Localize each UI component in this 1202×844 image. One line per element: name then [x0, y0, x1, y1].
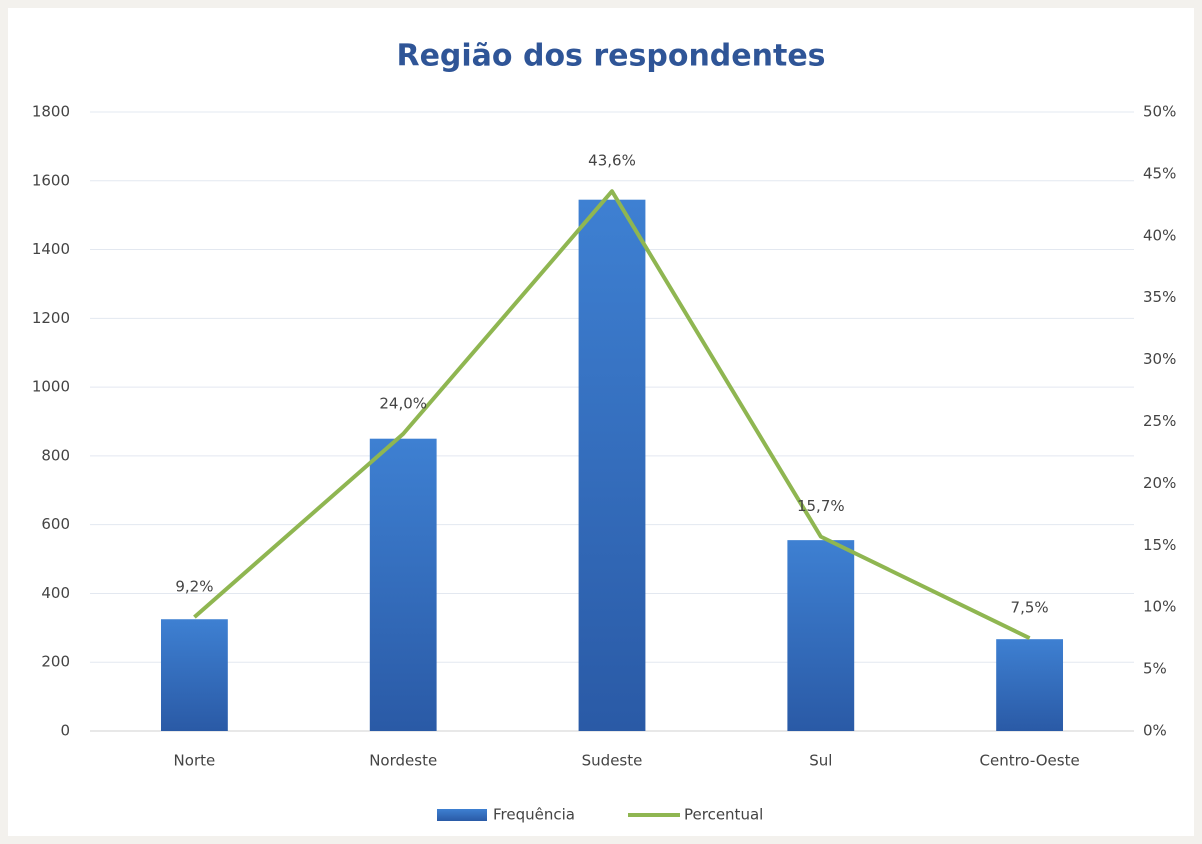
y-tick-label: 600: [41, 515, 70, 533]
y2-tick-label: 50%: [1143, 103, 1176, 121]
x-tick-label: Sul: [809, 752, 832, 770]
legend-label: Frequência: [493, 806, 575, 824]
y-tick-label: 1800: [32, 103, 70, 121]
y2-tick-label: 35%: [1143, 288, 1176, 306]
y2-tick-label: 20%: [1143, 474, 1176, 492]
data-label: 24,0%: [379, 394, 427, 412]
y-tick-label: 1200: [32, 309, 70, 327]
x-tick-label: Centro-Oeste: [980, 752, 1080, 770]
y2-tick-label: 0%: [1143, 722, 1167, 740]
data-label: 15,7%: [797, 497, 845, 515]
y-tick-label: 0: [60, 722, 70, 740]
data-label: 43,6%: [588, 152, 636, 170]
y2-tick-label: 40%: [1143, 226, 1176, 244]
x-tick-label: Sudeste: [582, 752, 643, 770]
chart-title: Região dos respondentes: [396, 39, 825, 74]
y-tick-label: 200: [41, 653, 70, 671]
data-label: 9,2%: [175, 578, 213, 596]
y-tick-label: 800: [41, 446, 70, 464]
bar: [369, 438, 437, 731]
y2-tick-label: 30%: [1143, 350, 1176, 368]
bar: [578, 199, 646, 732]
bar: [996, 639, 1064, 731]
y-tick-label: 1000: [32, 378, 70, 396]
y-tick-label: 1400: [32, 240, 70, 258]
legend-label: Percentual: [684, 806, 763, 824]
bar: [160, 619, 228, 731]
x-tick-label: Norte: [174, 752, 216, 770]
y2-tick-label: 45%: [1143, 164, 1176, 182]
y-tick-label: 400: [41, 584, 70, 602]
x-tick-label: Nordeste: [369, 752, 437, 770]
data-label: 7,5%: [1011, 599, 1049, 617]
y2-tick-label: 15%: [1143, 536, 1176, 554]
y2-tick-label: 5%: [1143, 660, 1167, 678]
y2-tick-label: 10%: [1143, 598, 1176, 616]
legend-swatch: [437, 809, 487, 821]
line: [193, 189, 1031, 640]
y2-tick-label: 25%: [1143, 412, 1176, 430]
bar: [787, 540, 855, 731]
y-tick-label: 1600: [32, 171, 70, 189]
